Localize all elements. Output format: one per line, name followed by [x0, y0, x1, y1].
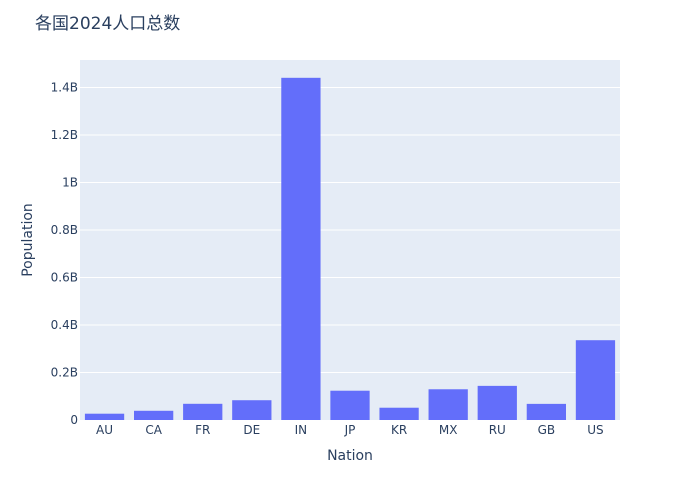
y-tick-label: 0.2B: [51, 366, 78, 380]
bar-gb: [526, 403, 566, 420]
x-tick-label: FR: [195, 423, 210, 437]
bar-us: [575, 340, 616, 420]
y-tick-label: 1B: [62, 176, 78, 190]
bar-fr: [183, 403, 223, 420]
x-tick-label: JP: [344, 423, 356, 437]
x-tick-label: CA: [145, 423, 162, 437]
bar-mx: [428, 389, 468, 420]
y-axis-ticks: 0 0.2B 0.4B 0.6B 0.8B 1B 1.2B 1.4B: [51, 81, 78, 427]
gridlines: [80, 87, 620, 374]
plot-area: [80, 60, 620, 420]
y-tick-label: 0.8B: [51, 223, 78, 237]
x-tick-label: GB: [538, 423, 556, 437]
y-tick-label: 0: [70, 413, 78, 427]
x-tick-label: KR: [391, 423, 407, 437]
bar-in: [281, 77, 321, 420]
bar-jp: [330, 390, 370, 420]
y-tick-label: 1.4B: [51, 81, 78, 95]
bar-ru: [477, 385, 517, 420]
bar-de: [232, 400, 272, 420]
bar-au: [84, 413, 125, 420]
y-tick-label: 0.4B: [51, 318, 78, 332]
x-tick-label: IN: [295, 423, 308, 437]
bar-ca: [134, 410, 174, 420]
x-tick-label: RU: [489, 423, 506, 437]
x-axis-title: Nation: [327, 448, 373, 464]
x-tick-label: US: [587, 423, 603, 437]
y-tick-label: 0.6B: [51, 271, 78, 285]
bar-kr: [379, 407, 419, 420]
x-axis-ticks: AU CA FR DE IN JP KR MX RU GB US: [96, 423, 604, 437]
x-tick-label: MX: [439, 423, 458, 437]
y-axis-title: Population: [20, 203, 36, 277]
chart-title: 各国2024人口总数: [35, 14, 180, 34]
x-tick-label: DE: [243, 423, 260, 437]
y-tick-label: 1.2B: [51, 128, 78, 142]
x-tick-label: AU: [96, 423, 113, 437]
bars: [84, 77, 616, 420]
